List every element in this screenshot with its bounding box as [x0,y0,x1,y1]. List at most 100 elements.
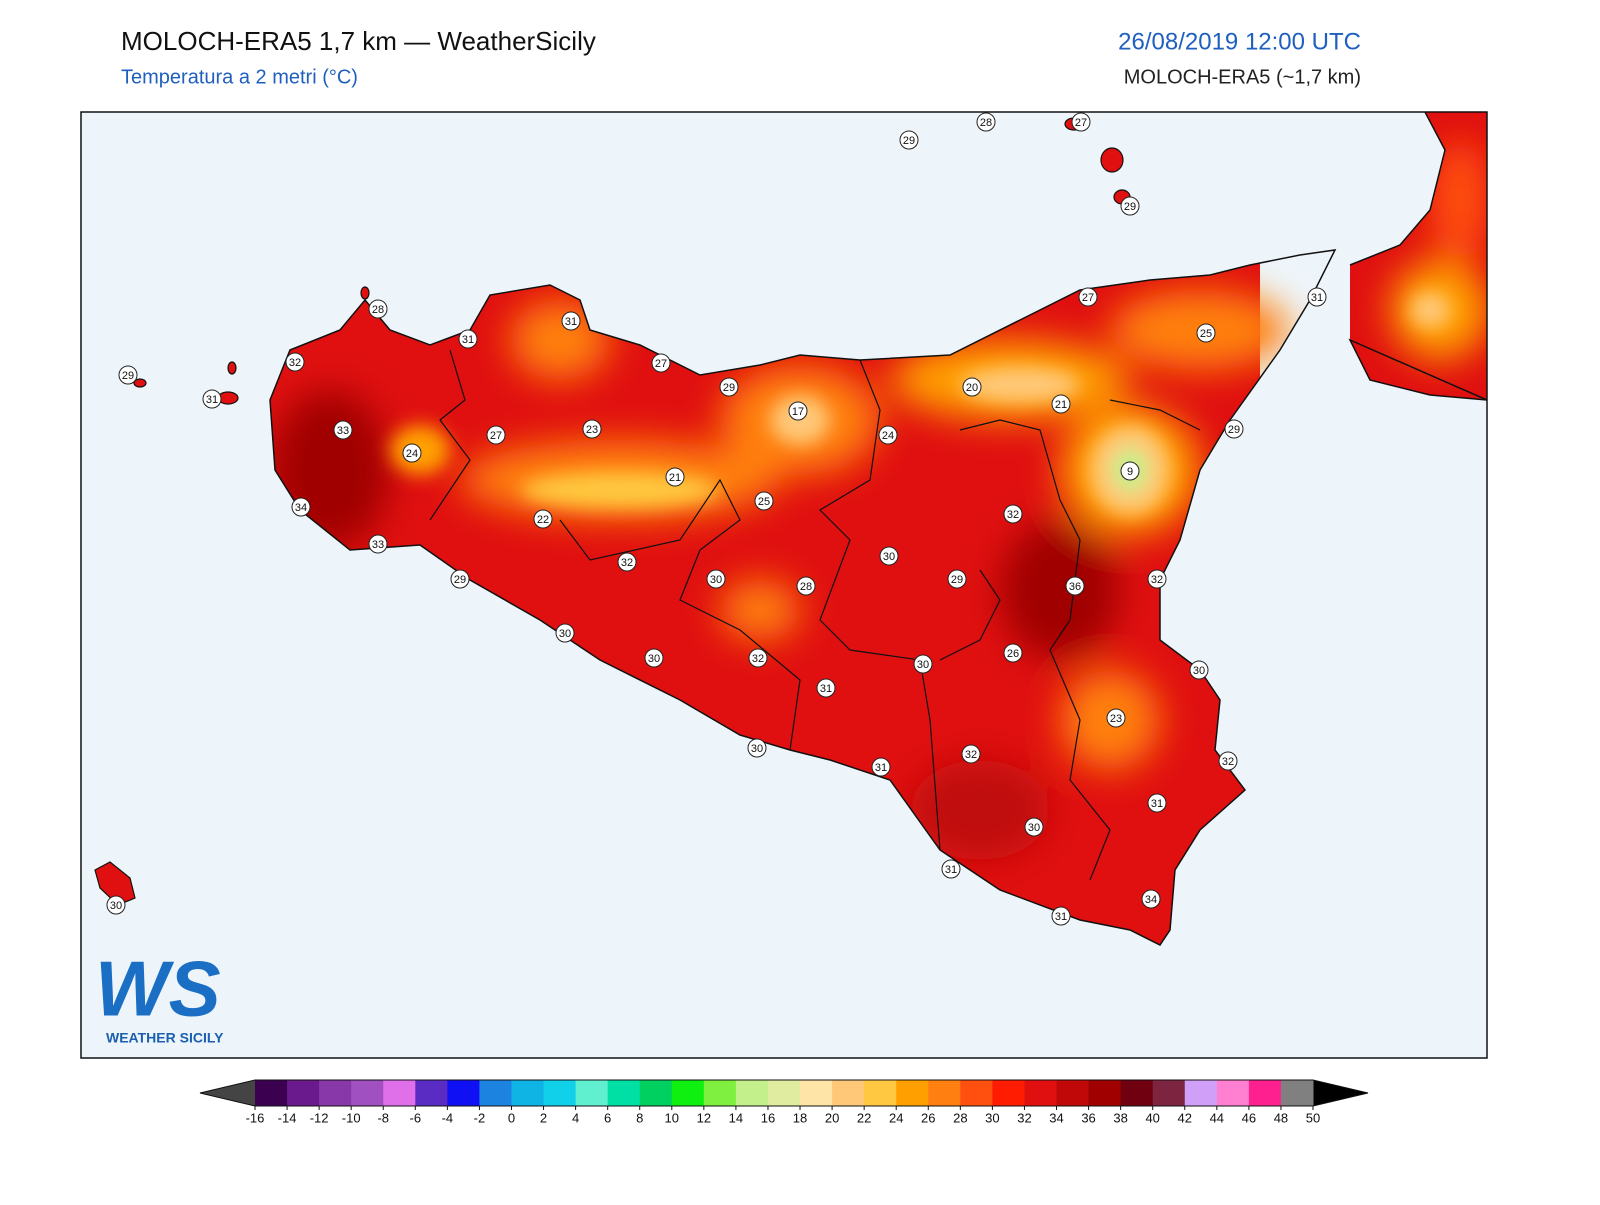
station-marker [1078,287,1098,307]
title: MOLOCH-ERA5 1,7 km — WeatherSicily [121,26,596,56]
station: 23 [582,419,602,439]
station-marker [878,425,898,445]
station-marker [879,546,899,566]
colorbar-tick-label: -12 [310,1110,329,1125]
station-marker [450,569,470,589]
station-value: 23 [1110,713,1122,725]
colorbar-bin [607,1080,641,1106]
station-marker [617,552,637,572]
station: 31 [1051,906,1071,926]
colorbar-tick-label: 50 [1306,1110,1320,1125]
province-borders [429,349,1201,881]
station: 24 [402,443,422,463]
colorbar-bin [767,1080,801,1106]
station: 31 [871,757,891,777]
station-marker [1218,751,1238,771]
station-marker [665,467,685,487]
station: 30 [644,648,664,668]
station-value: 25 [758,496,770,508]
colorbar-tick-label: 36 [1081,1110,1095,1125]
station-value: 36 [1069,581,1081,593]
station-value: 30 [559,628,571,640]
colorbar-tick-label: 16 [761,1110,775,1125]
colorbar-bin [671,1080,705,1106]
colorbar-tick-label: 32 [1017,1110,1031,1125]
station-value: 21 [1055,399,1067,411]
station-value: 34 [1145,894,1157,906]
station-marker [748,648,768,668]
station: 29 [899,130,919,150]
station-value: 29 [723,382,735,394]
station: 29 [1224,419,1244,439]
colorbar-bin [992,1080,1025,1106]
station-value: 31 [1311,292,1323,304]
colorbar-bin [1056,1080,1090,1106]
colorbar-bin [928,1080,961,1106]
station-marker [1024,817,1044,837]
station: 32 [961,744,981,764]
station-value: 29 [122,370,134,382]
station-marker [788,401,808,421]
station-marker [1106,708,1126,728]
colorbar-tick-label: 24 [889,1110,903,1125]
station: 29 [719,377,739,397]
colorbar-under [200,1080,255,1106]
station-value: 29 [1124,201,1136,213]
colorbar-tick-label: -4 [442,1110,454,1125]
station-marker [1065,576,1085,596]
station: 24 [878,425,898,445]
station: 29 [118,365,138,385]
station-value: 33 [372,539,384,551]
colorbar-tick-label: 26 [921,1110,935,1125]
colorbar-tick-label: 4 [572,1110,579,1125]
station: 9 [1120,461,1140,481]
station: 36 [1065,576,1085,596]
station-marker [1147,569,1167,589]
station-marker [1196,323,1216,343]
colorbar-bin [896,1080,929,1106]
station-value: 31 [820,683,832,695]
station-value: 27 [655,358,667,370]
station-value: 25 [1200,328,1212,340]
colorbar-tick-label: 38 [1113,1110,1127,1125]
station-marker [291,497,311,517]
station: 33 [333,420,353,440]
colorbar-bin [479,1080,512,1106]
station-value: 30 [917,659,929,671]
station-value: 9 [1127,466,1133,478]
station: 25 [754,491,774,511]
station-value: 33 [337,425,349,437]
station-marker [961,744,981,764]
station-marker [458,329,478,349]
colorbar-bin [511,1080,545,1106]
station-marker [1141,889,1161,909]
station: 29 [947,569,967,589]
station-value: 30 [1193,665,1205,677]
station-marker [1071,112,1091,132]
station: 29 [450,569,470,589]
station-value: 30 [1028,822,1040,834]
colorbar-tick-label: 22 [857,1110,871,1125]
station-marker [533,509,553,529]
station-marker [1003,643,1023,663]
station-marker [582,419,602,439]
colorbar-tick-label: 14 [729,1110,743,1125]
colorbar-bin [383,1080,416,1106]
station: 32 [1003,504,1023,524]
station-marker [941,859,961,879]
colorbar-tick-label: 40 [1145,1110,1159,1125]
colorbar-bin [351,1080,384,1106]
colorbar-tick-label: 18 [793,1110,807,1125]
station: 25 [1196,323,1216,343]
subtitle: Temperatura a 2 metri (°C) [121,66,358,88]
station-value: 29 [1228,424,1240,436]
colorbar-tick-label: -10 [342,1110,361,1125]
station: 30 [706,569,726,589]
station: 31 [202,389,222,409]
station-value: 30 [110,900,122,912]
colorbar-tick-label: 34 [1049,1110,1063,1125]
station-value: 31 [565,316,577,328]
station-marker [106,895,126,915]
map-frame [80,111,1488,1059]
station-marker [796,576,816,596]
